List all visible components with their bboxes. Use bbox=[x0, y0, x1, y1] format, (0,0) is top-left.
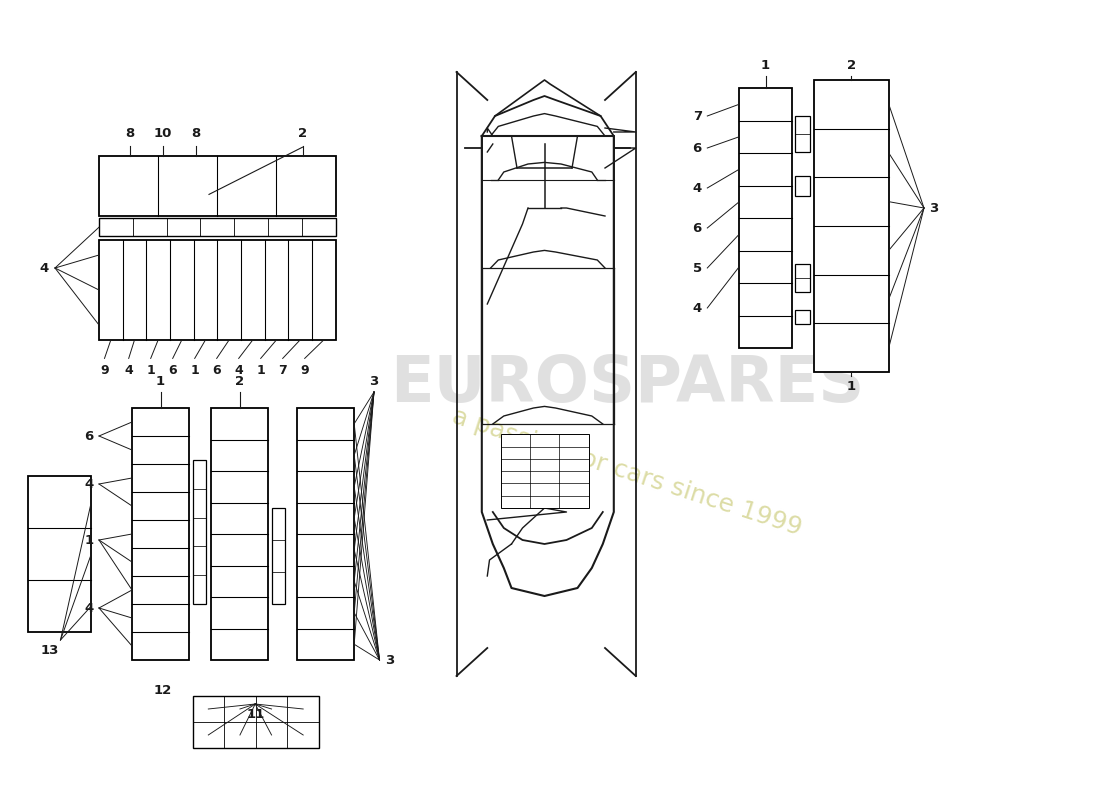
Text: 1: 1 bbox=[156, 375, 165, 388]
Bar bbox=[99, 240, 336, 340]
Text: 4: 4 bbox=[40, 262, 48, 274]
Text: 1: 1 bbox=[190, 364, 199, 377]
Text: 2: 2 bbox=[235, 375, 244, 388]
Text: 3: 3 bbox=[385, 654, 394, 666]
Text: 6: 6 bbox=[212, 364, 221, 377]
Text: 4: 4 bbox=[234, 364, 243, 377]
Text: 1: 1 bbox=[256, 364, 265, 377]
Bar bbox=[272, 508, 285, 604]
Text: 4: 4 bbox=[85, 602, 94, 614]
Text: 1: 1 bbox=[761, 59, 770, 72]
Text: 9: 9 bbox=[300, 364, 309, 377]
Text: 9: 9 bbox=[100, 364, 109, 377]
Text: 6: 6 bbox=[693, 222, 702, 234]
Text: 4: 4 bbox=[85, 478, 94, 490]
Bar bbox=[795, 264, 810, 292]
Bar bbox=[500, 434, 588, 508]
Bar bbox=[99, 156, 336, 216]
Bar bbox=[28, 476, 91, 632]
Bar bbox=[795, 116, 810, 152]
Text: 1: 1 bbox=[146, 364, 155, 377]
Text: 11: 11 bbox=[246, 708, 264, 721]
Text: 4: 4 bbox=[693, 182, 702, 194]
Text: 2: 2 bbox=[298, 127, 307, 140]
Text: 2: 2 bbox=[847, 59, 856, 72]
Bar bbox=[814, 80, 889, 372]
Text: 3: 3 bbox=[370, 375, 378, 388]
Bar bbox=[795, 310, 810, 324]
Text: 12: 12 bbox=[154, 684, 172, 697]
Bar bbox=[132, 408, 189, 660]
Text: 7: 7 bbox=[278, 364, 287, 377]
Bar bbox=[192, 460, 206, 604]
Text: 3: 3 bbox=[930, 202, 938, 214]
Bar bbox=[795, 176, 810, 196]
Text: 6: 6 bbox=[85, 430, 94, 442]
Bar bbox=[739, 88, 792, 348]
Bar bbox=[192, 696, 319, 748]
Text: a passion for cars since 1999: a passion for cars since 1999 bbox=[449, 404, 805, 540]
Bar bbox=[211, 408, 268, 660]
Text: 6: 6 bbox=[168, 364, 177, 377]
Text: 10: 10 bbox=[154, 127, 172, 140]
Text: EUROSPARES: EUROSPARES bbox=[389, 353, 865, 415]
Text: 1: 1 bbox=[85, 534, 94, 546]
Text: 13: 13 bbox=[41, 644, 58, 657]
Text: 4: 4 bbox=[693, 302, 702, 314]
Text: 1: 1 bbox=[847, 380, 856, 393]
Text: 8: 8 bbox=[125, 127, 134, 140]
Bar bbox=[99, 218, 336, 236]
Text: 6: 6 bbox=[693, 142, 702, 154]
Bar bbox=[297, 408, 354, 660]
Text: 7: 7 bbox=[693, 110, 702, 122]
Text: 5: 5 bbox=[693, 262, 702, 274]
Text: 8: 8 bbox=[191, 127, 200, 140]
Text: 4: 4 bbox=[124, 364, 133, 377]
